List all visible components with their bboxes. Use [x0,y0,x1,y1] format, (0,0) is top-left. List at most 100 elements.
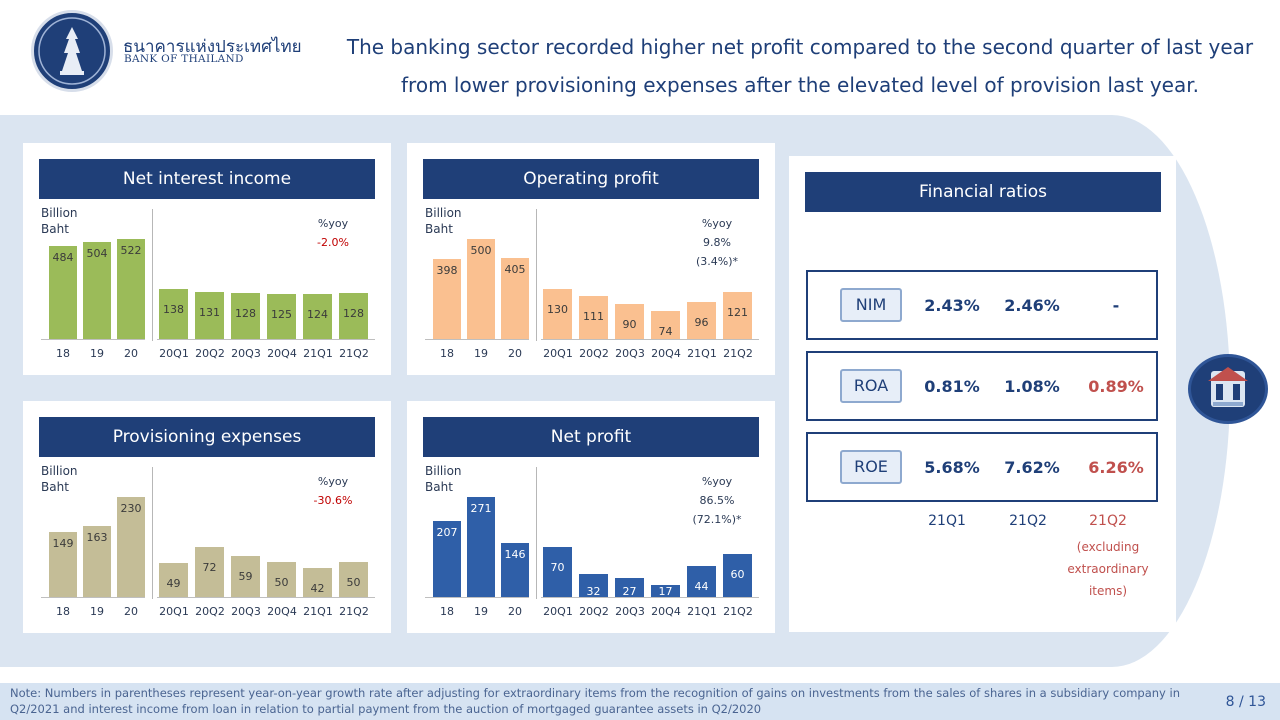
ratio-nim-21q1: 2.43% [924,296,980,315]
bar-annual-20 [117,239,145,339]
bar-annual-20 [501,258,529,339]
yoy-annotation: %yoy -2.0% [293,214,373,252]
x-tick-20q4: 20Q4 [267,347,297,360]
bar-20q3 [231,556,260,597]
page-title: The banking sector recorded higher net p… [320,28,1280,104]
yoy-adjusted-value: (3.4%)* [695,255,739,268]
x-tick-21q1: 21Q1 [687,347,717,360]
x-tick-19: 19 [474,605,488,618]
bar-21q1 [303,294,332,339]
bar-label-annual-18: 398 [436,264,458,277]
bar-21q2 [723,554,752,597]
page-number: 8 / 13 [1225,694,1266,710]
bar-20q2 [195,292,224,339]
bar-annual-19 [83,242,111,339]
net-interest-income-chart-title: Net interest income [39,159,375,199]
x-tick-20q2: 20Q2 [195,605,225,618]
x-tick-20: 20 [124,347,138,360]
bar-label-21q2: 128 [343,307,364,320]
yoy-label: %yoy [701,217,733,230]
ratio-row-roa: ROA 0.81% 1.08% 0.89% [806,351,1158,421]
operating-profit-chart-title: Operating profit [423,159,759,199]
bank-of-thailand-emblem-icon [31,10,113,92]
bar-label-annual-19: 500 [470,244,492,257]
axis-divider [536,209,537,341]
bar-label-20q2: 72 [202,561,217,574]
bar-label-annual-19: 271 [470,502,492,515]
provisioning-expenses-chart-title: Provisioning expenses [39,417,375,457]
bar-annual-20 [117,497,145,597]
x-tick-21q2: 21Q2 [339,347,369,360]
bar-label-20q1: 70 [550,561,565,574]
x-tick-20q1: 20Q1 [159,605,189,618]
x-tick-20q1: 20Q1 [543,605,573,618]
bar-20q3 [615,578,644,597]
x-tick-21q2: 21Q2 [723,347,753,360]
x-tick-21q1: 21Q1 [303,347,333,360]
ratio-note-line-1: (excluding [1076,540,1140,554]
bar-20q4 [267,294,296,339]
annual-baseline [425,339,529,340]
bar-20q2 [579,296,608,339]
bar-20q1 [543,289,572,339]
unit-label-line-1: Billion [41,206,78,220]
bar-21q1 [303,568,332,597]
bar-annual-20 [501,543,529,597]
x-tick-20q3: 20Q3 [231,347,261,360]
bar-21q2 [723,292,752,339]
ratio-column-21q2-excl: 21Q2 [1089,513,1127,529]
quarterly-baseline [541,597,759,598]
x-tick-20q1: 20Q1 [543,347,573,360]
bar-20q4 [651,311,680,339]
bar-annual-18 [433,521,461,597]
ratio-roe-21q2: 7.62% [1004,458,1060,477]
bar-20q4 [267,562,296,597]
bar-label-20q3: 128 [235,307,256,320]
bar-label-annual-18: 484 [52,251,74,264]
quarterly-baseline [157,597,375,598]
unit-label: Billion Baht [41,463,78,495]
x-tick-20q2: 20Q2 [579,347,609,360]
ratio-roe-21q1: 5.68% [924,458,980,477]
ratio-note-line-3: items) [1088,584,1128,598]
footer: Note: Numbers in parentheses represent y… [0,683,1280,720]
bar-label-annual-19: 163 [86,531,108,544]
unit-label-line-2: Baht [425,480,453,494]
axis-divider [536,467,537,599]
ratio-column-21q1: 21Q1 [928,513,966,529]
bar-label-annual-20: 146 [504,548,526,561]
ratio-row-nim: NIM 2.43% 2.46% - [806,270,1158,340]
bar-21q1 [687,566,716,597]
bar-annual-18 [49,246,77,339]
yoy-label: %yoy [317,217,349,230]
yoy-adjusted-value: (72.1%)* [692,513,742,526]
unit-label: Billion Baht [425,205,462,237]
bar-20q2 [579,574,608,597]
net-interest-income-card: Net interest income Billion Baht %yoy -2.0% 4… [23,143,391,375]
org-name-english: BANK OF THAILAND [124,53,244,65]
bar-label-21q2: 121 [727,306,748,319]
ratio-label-nim: NIM [840,288,902,322]
unit-label-line-1: Billion [41,464,78,478]
x-tick-18: 18 [440,347,454,360]
x-tick-21q1: 21Q1 [687,605,717,618]
x-tick-20: 20 [508,347,522,360]
ratio-roa-21q2: 1.08% [1004,377,1060,396]
quarterly-baseline [541,339,759,340]
title-line-2: from lower provisioning expenses after t… [401,73,1199,97]
title-line-1: The banking sector recorded higher net p… [346,35,1254,59]
operating-profit-card: Operating profit Billion Baht %yoy 9.8% (3.4%… [407,143,775,375]
bar-20q4 [651,585,680,597]
unit-label-line-1: Billion [425,206,462,220]
yoy-value: -2.0% [317,236,349,249]
provisioning-expenses-card: Provisioning expenses Billion Baht %yoy -30.… [23,401,391,633]
bar-20q3 [615,304,644,339]
ratio-roa-21q2-excl: 0.89% [1088,377,1144,396]
net-profit-chart-title: Net profit [423,417,759,457]
yoy-label: %yoy [317,475,349,488]
yoy-value: 86.5% [699,494,735,507]
x-tick-20q4: 20Q4 [651,605,681,618]
x-tick-20: 20 [124,605,138,618]
yoy-label: %yoy [701,475,733,488]
net-profit-card: Net profit Billion Baht %yoy 86.5% (72.1%)* 20… [407,401,775,633]
